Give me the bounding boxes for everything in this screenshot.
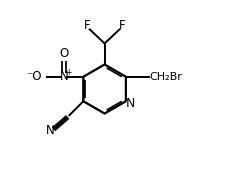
Text: ⁻O: ⁻O (27, 70, 42, 83)
Text: F: F (83, 19, 90, 32)
Text: N: N (46, 124, 55, 137)
Text: +: + (64, 68, 71, 77)
Text: F: F (118, 19, 125, 32)
Text: O: O (59, 48, 68, 61)
Text: N: N (125, 96, 135, 109)
Text: CH₂Br: CH₂Br (149, 72, 182, 82)
Text: N: N (59, 70, 68, 83)
